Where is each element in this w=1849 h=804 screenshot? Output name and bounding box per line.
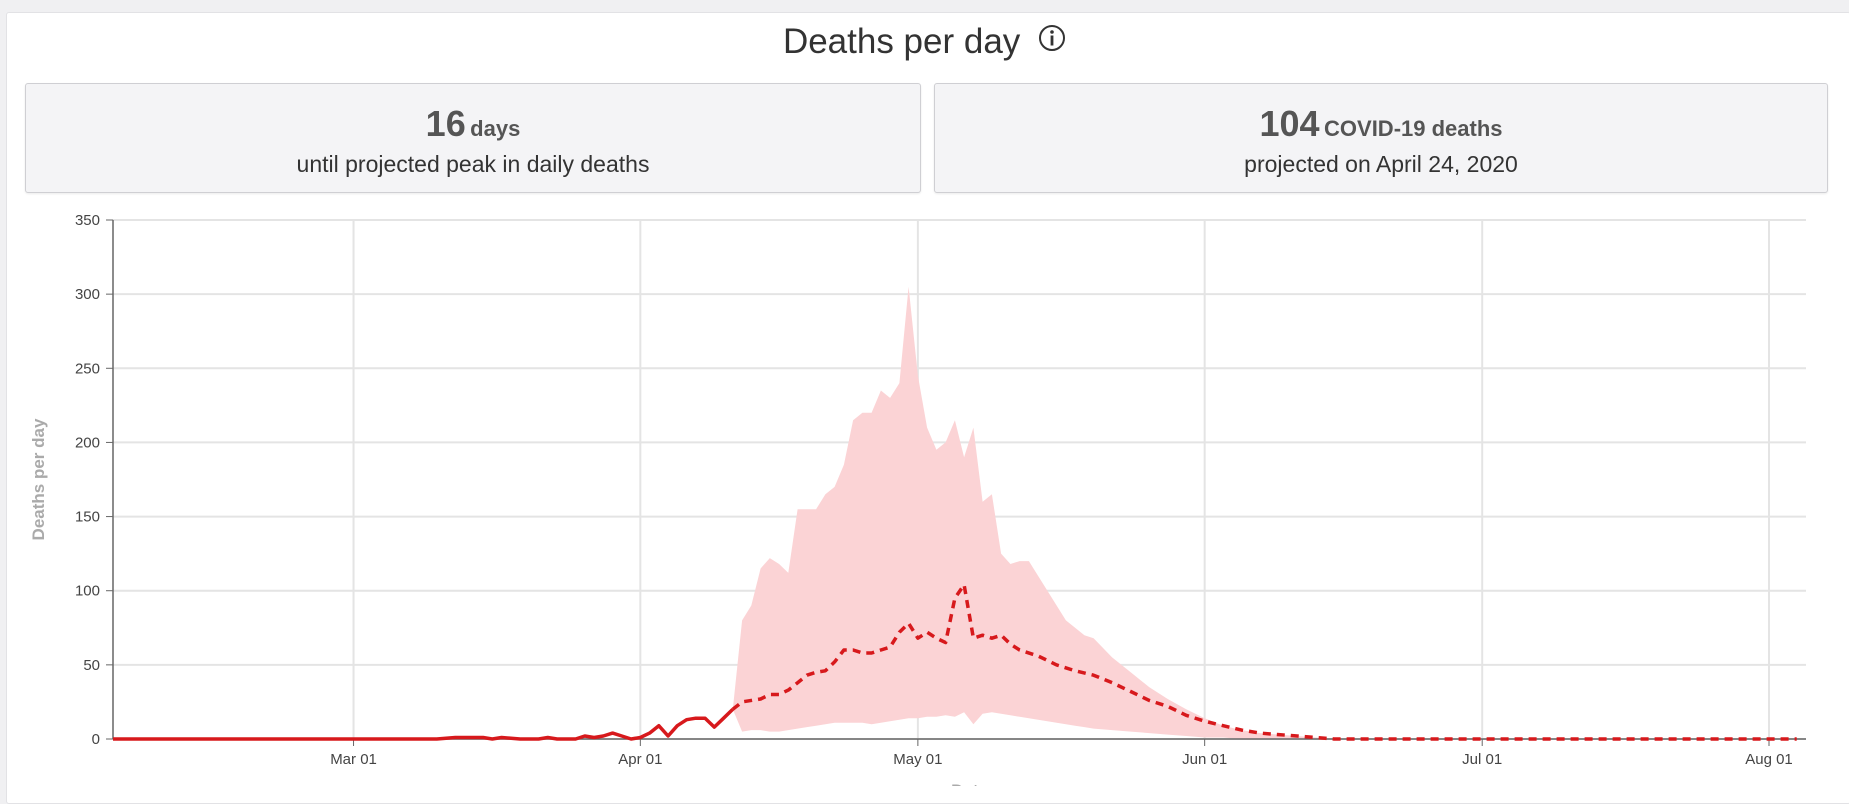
peak-deaths-unit: COVID-19 deaths [1324,116,1503,141]
x-axis-label: Date [951,781,988,786]
days-until-peak-caption: until projected peak in daily deaths [296,151,650,177]
observed-deaths-line [113,708,735,741]
peak-deaths-value: 104 [1259,103,1320,144]
y-tick-label: 200 [75,434,100,451]
x-tick-label: Aug 01 [1745,751,1793,768]
y-tick-label: 150 [75,509,100,526]
y-tick-label: 50 [83,657,100,674]
x-tick-label: Jun 01 [1182,751,1227,768]
peak-deaths-caption: projected on April 24, 2020 [1244,151,1518,177]
x-tick-label: Jul 01 [1462,751,1502,768]
uncertainty-band [732,286,1335,739]
page-title: Deaths per day [782,22,1021,61]
y-tick-label: 250 [75,360,100,377]
days-until-peak-card: 16 days until projected peak in daily de… [25,83,921,193]
y-tick-label: 300 [75,286,100,303]
info-circle-icon[interactable] [1038,21,1066,61]
days-until-peak-unit: days [470,116,521,141]
x-tick-label: Mar 01 [330,751,377,768]
y-axis-label: Deaths per day [29,418,48,540]
deaths-per-day-chart: 0 50 100 150 200 250 300 350 Mar 01 Apr 01 May 01 J… [29,212,1806,786]
y-tick-label: 350 [75,212,100,229]
x-tick-label: May 01 [893,751,942,768]
chart-title-row: Deaths per day [0,22,1849,62]
y-tick-label: 0 [92,731,100,748]
days-until-peak-value: 16 [425,103,466,144]
peak-deaths-card: 104 COVID-19 deaths projected on April 2… [934,83,1828,193]
y-tick-label: 100 [75,583,100,600]
x-tick-label: Apr 01 [618,751,662,768]
